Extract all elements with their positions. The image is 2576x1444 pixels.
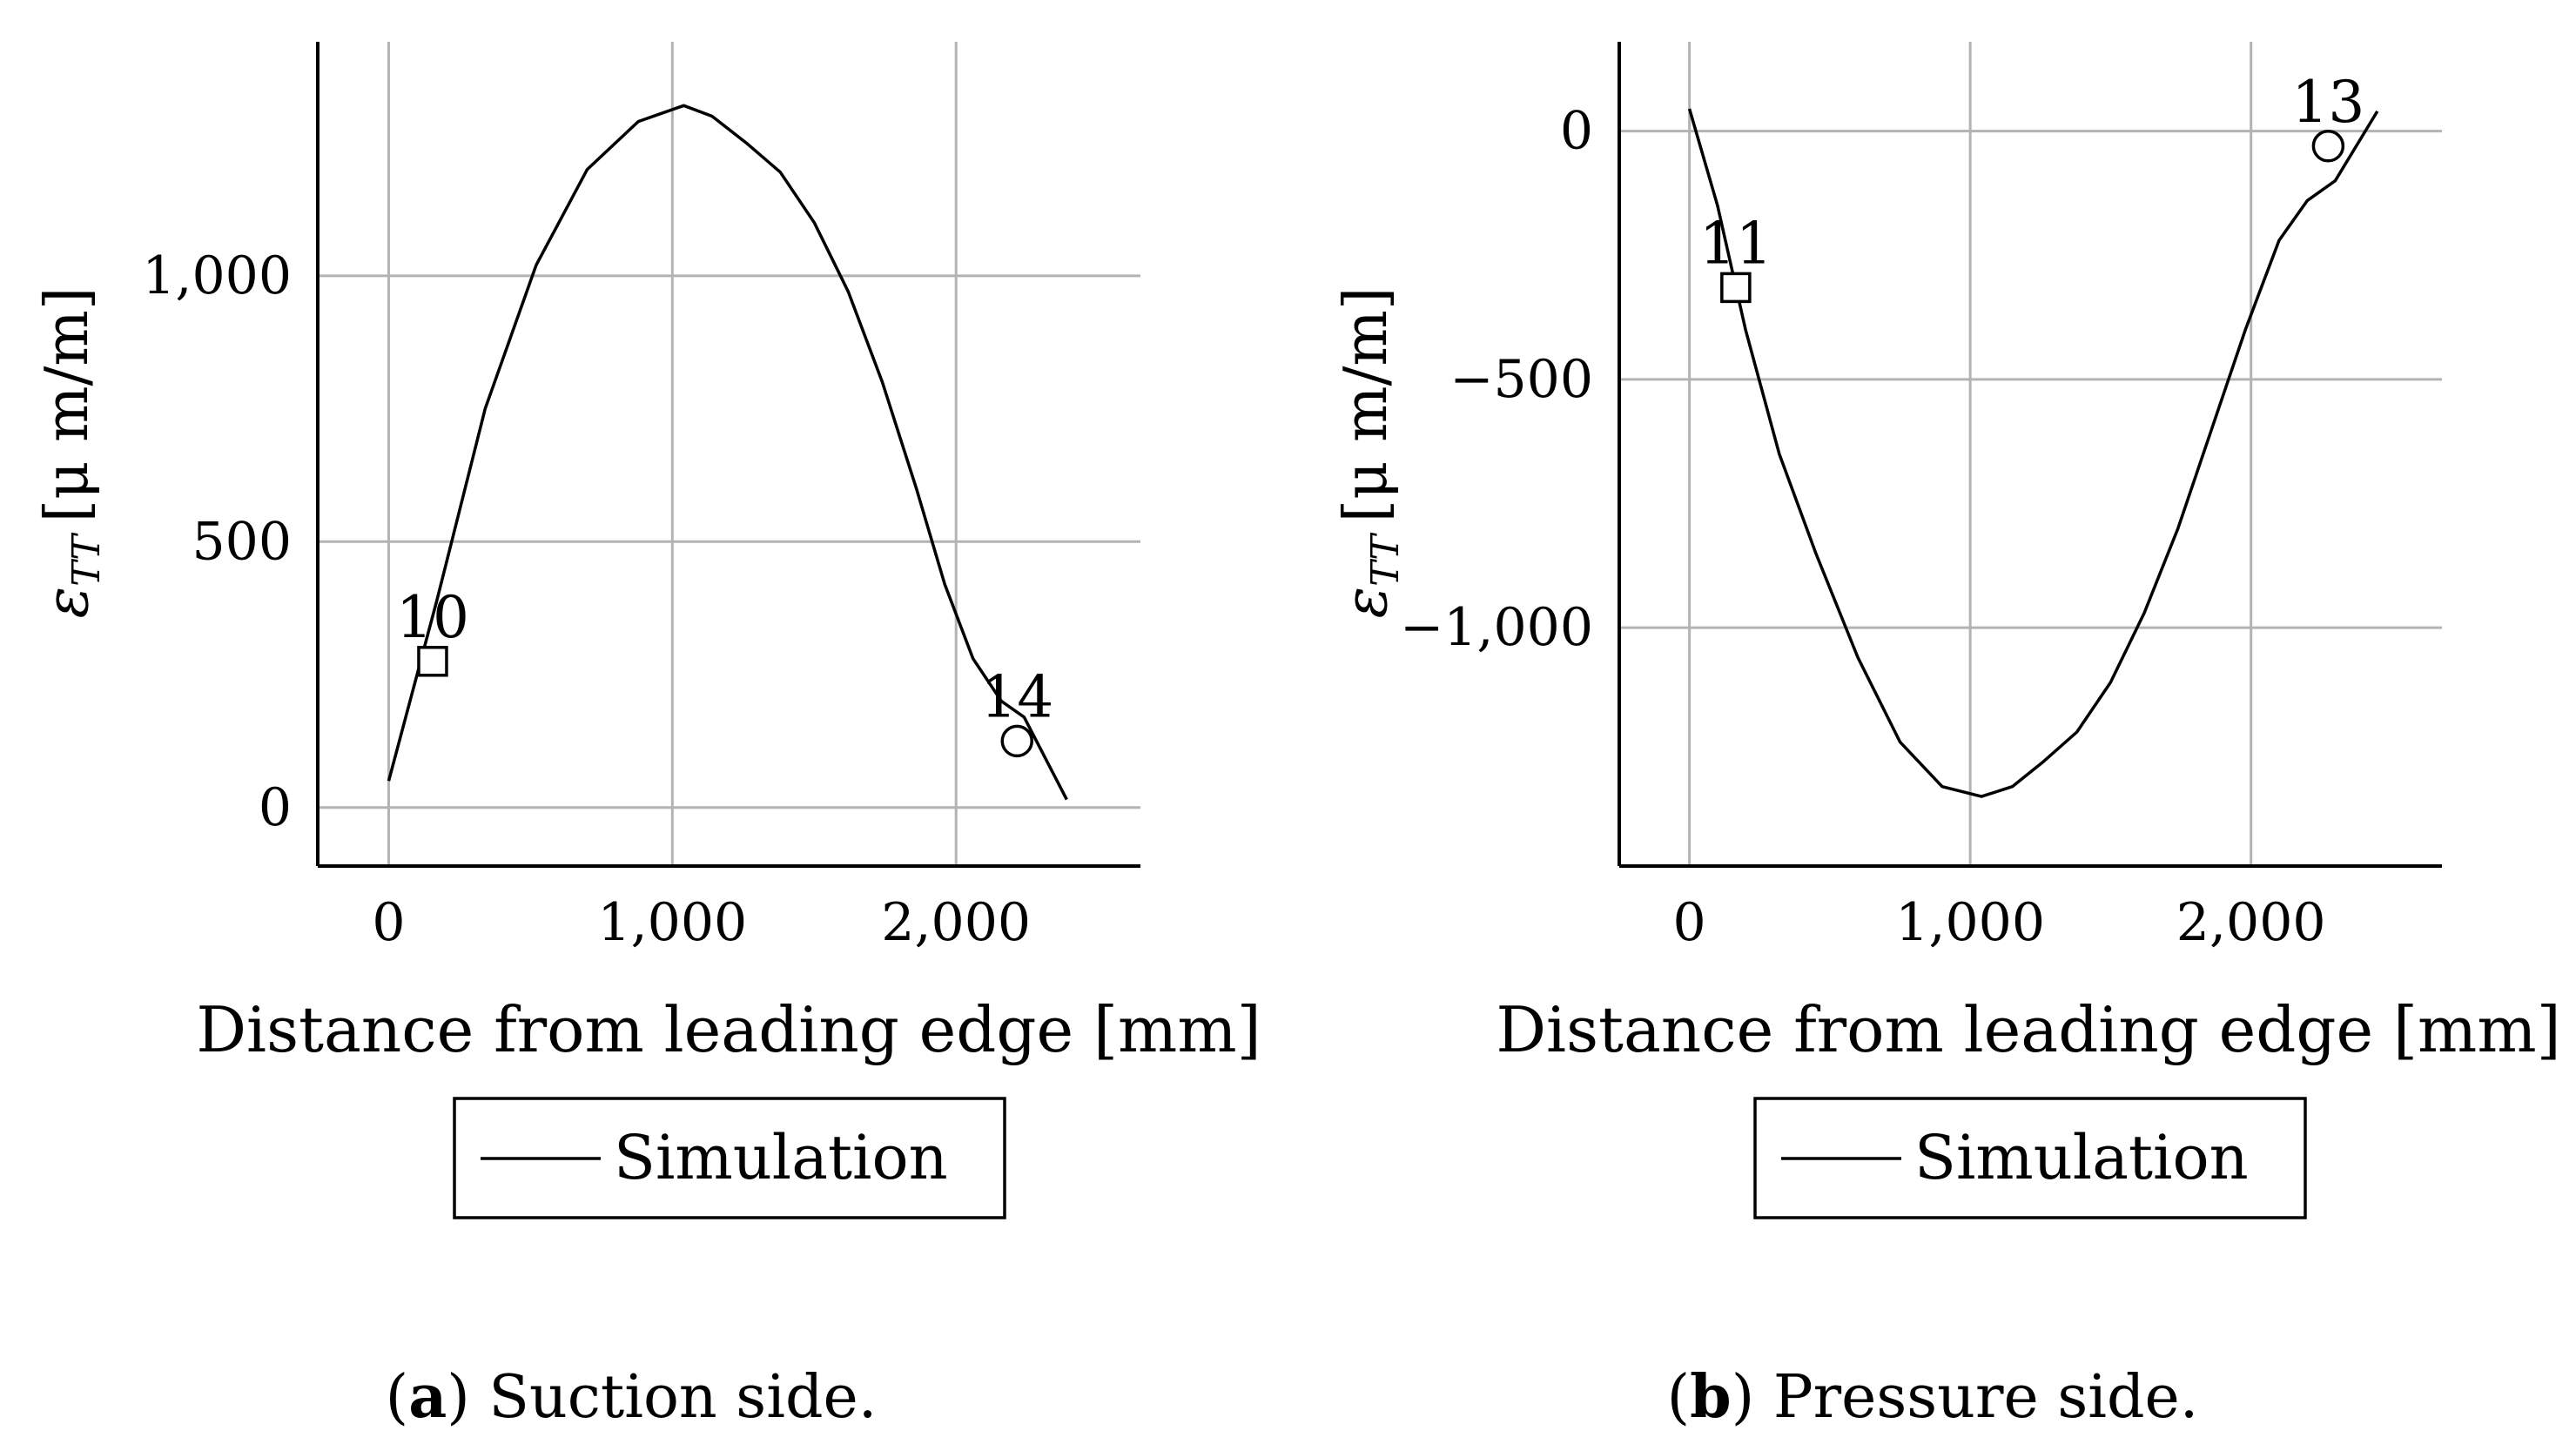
panel-a-grid xyxy=(318,42,1140,866)
panel-b-grid xyxy=(1619,42,2442,866)
panel-a-y-axis-subscript: TT xyxy=(64,532,109,587)
panel-b-legend-box xyxy=(1753,1097,2307,1219)
panel-a-caption-open-paren: ( xyxy=(386,1363,409,1432)
panel-b-pressure-side: 11 13 0 1,000 2,000 0 −500 −1,000 Distance fr… xyxy=(1332,42,2561,1432)
panel-b-caption: (b) Pressure side. xyxy=(1667,1362,2199,1432)
panel-a-caption-close-paren: ) xyxy=(447,1363,488,1432)
panel-a-marker-14 xyxy=(1000,724,1033,758)
panel-b-caption-close-paren: ) xyxy=(1732,1363,1773,1432)
panel-b-y-tick-labels: 0 −500 −1,000 xyxy=(1400,101,1593,658)
panel-b-marker-11 xyxy=(1720,272,1752,304)
panel-b-y-axis-unit: [μ m/m] xyxy=(1332,287,1401,523)
panel-b-annotation-13: 13 xyxy=(2291,69,2364,136)
panel-a-annotation-10: 10 xyxy=(396,584,469,651)
panel-b-caption-letter: b xyxy=(1690,1362,1732,1432)
panel-a-y-axis-label: εTT [μ m/m] xyxy=(33,287,109,619)
panel-b-caption-open-paren: ( xyxy=(1667,1363,1691,1432)
panel-a-y-tick-label: 1,000 xyxy=(142,245,292,306)
panel-b-legend-label: Simulation xyxy=(1914,1122,2249,1193)
panel-b-y-axis-symbol: ε xyxy=(1332,587,1401,619)
panel-a-y-tick-label: 0 xyxy=(259,777,292,838)
panel-b-x-tick-label: 0 xyxy=(1673,892,1706,953)
panel-b-series xyxy=(1687,108,2379,798)
panel-a-caption: (a) Suction side. xyxy=(386,1362,878,1432)
panel-b-series-line-simulation xyxy=(1687,108,2379,798)
panel-b-x-tick-labels: 0 1,000 2,000 xyxy=(1673,892,2326,953)
panel-a-suction-side: 10 14 0 1,000 2,000 0 500 1,000 Distance from… xyxy=(33,42,1261,1432)
panel-b-caption-text: Pressure side. xyxy=(1773,1363,2198,1432)
panel-a-markers: 10 14 xyxy=(396,584,1053,758)
panel-a-x-tick-label: 2,000 xyxy=(881,892,1031,953)
panel-a-x-tick-label: 1,000 xyxy=(597,892,747,953)
panel-b-legend: Simulation xyxy=(1753,1097,2307,1219)
panel-a-legend: Simulation xyxy=(453,1097,1006,1219)
panel-b-y-tick-label: −500 xyxy=(1449,349,1593,410)
panel-a-y-axis-symbol: ε xyxy=(33,587,102,619)
panel-b-y-axis-label: εTT [μ m/m] xyxy=(1332,287,1408,619)
panel-a-caption-letter: a xyxy=(408,1362,447,1432)
panel-a-y-tick-label: 500 xyxy=(192,511,292,572)
panel-a-annotation-14: 14 xyxy=(980,663,1053,730)
panel-b-x-tick-label: 2,000 xyxy=(2176,892,2326,953)
panel-a-marker-10 xyxy=(417,646,448,677)
panel-b-marker-13 xyxy=(2311,130,2345,163)
panel-a-series-line-simulation xyxy=(387,104,1068,801)
panel-a-x-tick-label: 0 xyxy=(372,892,405,953)
panel-a-x-tick-labels: 0 1,000 2,000 xyxy=(372,892,1031,953)
panel-b-y-tick-label: 0 xyxy=(1560,101,1593,162)
panel-a-legend-label: Simulation xyxy=(614,1122,948,1193)
panel-a-x-axis-label: Distance from leading edge [mm] xyxy=(196,993,1261,1066)
panel-b-markers: 11 13 xyxy=(1699,69,2364,304)
panel-a-caption-text: Suction side. xyxy=(488,1363,877,1432)
panel-b-y-axis-subscript: TT xyxy=(1363,532,1408,587)
panel-a-series xyxy=(387,104,1068,801)
panel-a-y-tick-labels: 0 500 1,000 xyxy=(142,245,292,838)
panel-b-x-tick-label: 1,000 xyxy=(1895,892,2045,953)
panel-b-annotation-11: 11 xyxy=(1699,210,1772,277)
panel-b-y-tick-label: −1,000 xyxy=(1400,597,1593,658)
panel-b-x-axis-label: Distance from leading edge [mm] xyxy=(1496,993,2560,1066)
panel-a-y-axis-unit: [μ m/m] xyxy=(33,287,102,523)
